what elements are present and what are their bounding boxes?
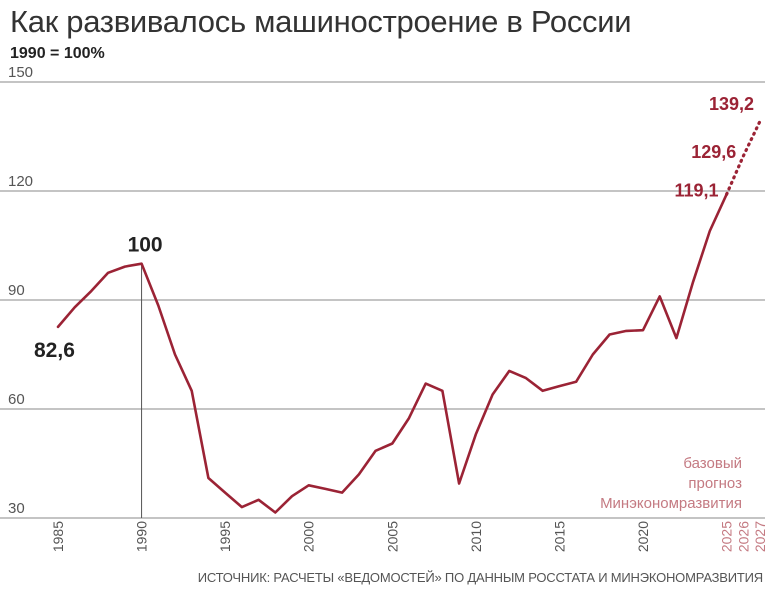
chart-subtitle: 1990 = 100% bbox=[10, 45, 105, 62]
data-label: 82,6 bbox=[34, 339, 75, 362]
x-tick-label: 1990 bbox=[134, 521, 150, 552]
x-tick-label: 1995 bbox=[217, 521, 233, 552]
chart-title: Как развивалось машиностроение в России bbox=[10, 4, 632, 39]
x-tick-label: 2000 bbox=[301, 521, 317, 552]
x-tick-label: 2005 bbox=[384, 521, 400, 552]
x-tick-label: 2025 bbox=[719, 521, 735, 552]
series-lines bbox=[56, 119, 762, 514]
x-tick-label: 1985 bbox=[50, 521, 66, 552]
forecast-series-line bbox=[725, 119, 762, 196]
data-label: 100 bbox=[128, 234, 163, 257]
y-tick-label: 90 bbox=[8, 282, 25, 299]
forecast-note-line: Минэкономразвития bbox=[600, 495, 742, 512]
x-axis-ticks: 1985 1990 1995 2000 2005 2010 2015 2020 2025 2026… bbox=[50, 521, 768, 552]
forecast-note-line: базовый bbox=[683, 455, 742, 472]
actual-series-line bbox=[56, 193, 728, 514]
grid-lines bbox=[0, 81, 765, 519]
y-tick-label: 150 bbox=[8, 64, 33, 81]
y-tick-label: 30 bbox=[8, 500, 25, 517]
y-axis-ticks: 30 60 90 120 150 bbox=[8, 64, 33, 517]
forecast-note-line: прогноз bbox=[688, 475, 742, 492]
x-tick-label: 2026 bbox=[735, 521, 751, 552]
data-label: 119,1 bbox=[674, 180, 718, 200]
data-label: 129,6 bbox=[691, 142, 736, 162]
y-tick-label: 60 bbox=[8, 391, 25, 408]
forecast-note: базовый прогноз Минэкономразвития bbox=[600, 455, 742, 512]
x-tick-label: 2020 bbox=[635, 521, 651, 552]
x-tick-label: 2010 bbox=[468, 521, 484, 552]
data-labels: 82,6 100 119,1 129,6 139,2 bbox=[34, 94, 754, 362]
x-tick-label: 2027 bbox=[752, 521, 768, 552]
x-tick-label: 2015 bbox=[551, 521, 567, 552]
y-tick-label: 120 bbox=[8, 173, 33, 190]
source-note: ИСТОЧНИК: РАСЧЕТЫ «ВЕДОМОСТЕЙ» ПО ДАННЫМ… bbox=[197, 570, 763, 585]
data-label: 139,2 bbox=[709, 94, 754, 114]
